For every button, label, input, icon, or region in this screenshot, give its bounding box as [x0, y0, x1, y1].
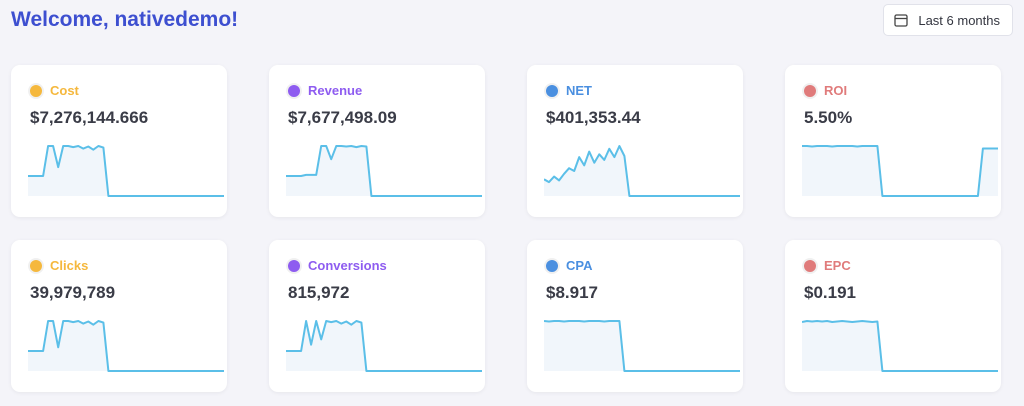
sparkline-area [286, 321, 482, 371]
metric-label: Conversions [308, 258, 387, 273]
metric-card: CPA $8.917 [527, 240, 743, 392]
date-range-label: Last 6 months [918, 12, 1000, 28]
metric-header: Conversions [288, 258, 387, 273]
metric-card: NET $401,353.44 [527, 65, 743, 217]
metric-dot [30, 84, 42, 97]
sparkline-area [802, 146, 998, 196]
sparkline [544, 145, 740, 197]
sparkline-line [544, 145, 740, 197]
metric-value: $8.917 [546, 283, 598, 302]
metric-dot [546, 259, 558, 272]
metric-dot [546, 84, 558, 97]
sparkline [286, 320, 482, 372]
metric-label: EPC [824, 258, 851, 273]
sparkline-area [544, 146, 740, 196]
sparkline-area [28, 146, 224, 196]
metric-dot [288, 84, 300, 97]
metric-header: Revenue [288, 83, 362, 98]
metric-label: Cost [50, 83, 79, 98]
metric-header: NET [546, 83, 592, 98]
metric-label: ROI [824, 83, 848, 98]
metric-header: EPC [804, 258, 851, 273]
metric-label: Revenue [308, 83, 363, 98]
sparkline-line [286, 320, 482, 372]
metric-card: Conversions 815,972 [269, 240, 485, 392]
welcome-title: Welcome, nativedemo! [11, 8, 239, 31]
metric-label: NET [566, 83, 592, 98]
card-grid: Cost $7,276,144.666 Revenue $7,677,498.09 NE… [11, 65, 1014, 392]
sparkline-line [544, 320, 740, 372]
metric-label: Clicks [50, 258, 89, 273]
metric-card: EPC $0.191 [785, 240, 1001, 392]
metric-value: $0.191 [804, 283, 856, 302]
sparkline-line [802, 320, 998, 372]
metric-value: $7,677,498.09 [288, 108, 397, 127]
metric-dot [288, 259, 300, 272]
metric-value: 5.50% [804, 108, 853, 127]
sparkline-area [802, 321, 998, 371]
sparkline [802, 145, 998, 197]
sparkline-area [544, 321, 740, 371]
sparkline [544, 320, 740, 372]
metric-value: $7,276,144.666 [30, 108, 149, 127]
calendar-icon [894, 14, 908, 27]
sparkline-line [28, 320, 224, 372]
sparkline-area [28, 321, 224, 371]
metric-dot [804, 259, 816, 272]
sparkline [802, 320, 998, 372]
metric-header: Clicks [30, 258, 88, 273]
metric-value: $401,353.44 [546, 108, 641, 127]
sparkline-area [286, 146, 482, 196]
sparkline [286, 145, 482, 197]
date-range-button[interactable]: Last 6 months [883, 4, 1013, 36]
metric-header: CPA [546, 258, 592, 273]
metric-value: 815,972 [288, 283, 350, 302]
metric-dot [804, 84, 816, 97]
metric-card: Clicks 39,979,789 [11, 240, 227, 392]
metric-header: ROI [804, 83, 847, 98]
metric-card: Revenue $7,677,498.09 [269, 65, 485, 217]
sparkline-line [802, 145, 998, 197]
sparkline-line [286, 145, 482, 197]
metric-label: CPA [566, 258, 593, 273]
metric-dot [30, 259, 42, 272]
metric-value: 39,979,789 [30, 283, 116, 302]
sparkline [28, 145, 224, 197]
sparkline [28, 320, 224, 372]
sparkline-line [28, 145, 224, 197]
metric-header: Cost [30, 83, 79, 98]
metric-card: Cost $7,276,144.666 [11, 65, 227, 217]
metric-card: ROI 5.50% [785, 65, 1001, 217]
